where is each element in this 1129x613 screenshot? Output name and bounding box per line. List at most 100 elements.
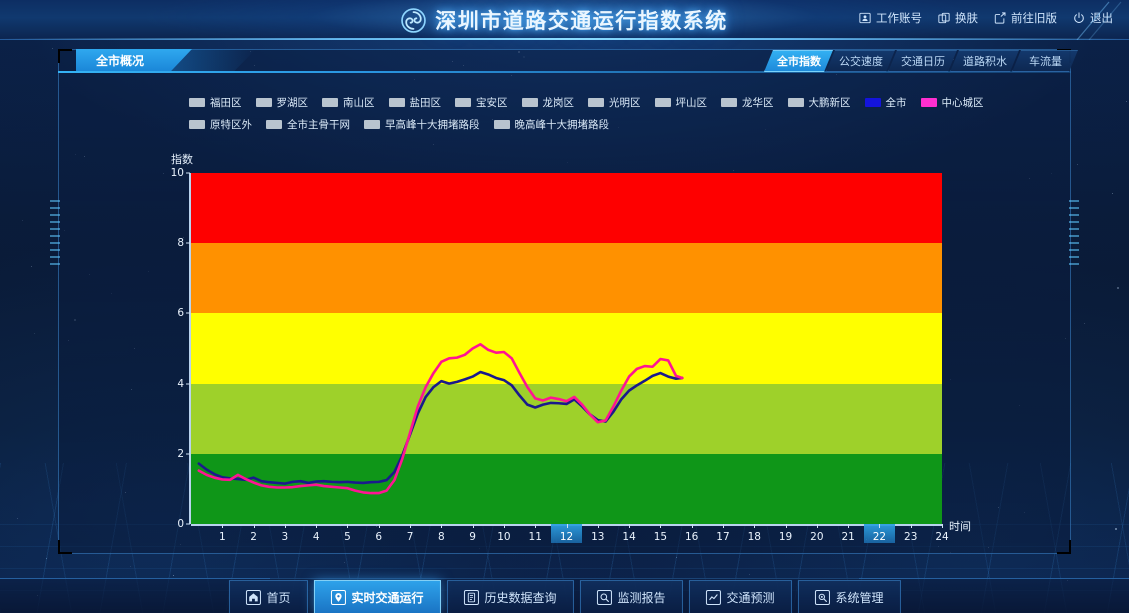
legend-item-2[interactable]: 罗湖区 — [255, 95, 309, 110]
app-header: 深圳市道路交通运行指数系统 工作账号 — [0, 0, 1129, 40]
nav-button-label: 首页 — [266, 590, 291, 605]
y-axis-tick-mark — [186, 312, 190, 314]
legend-item-4[interactable]: 盐田区 — [388, 95, 442, 110]
sidebar-tab-city-overview[interactable]: 全市概况 — [76, 49, 192, 71]
x-axis-tick-mark — [691, 524, 693, 528]
bottombar-right-frame — [859, 578, 1129, 613]
y-axis-tick-label: 8 — [177, 237, 184, 250]
legend-label: 坪山区 — [675, 97, 708, 109]
legend-item-8[interactable]: 坪山区 — [654, 95, 708, 110]
y-axis-tick-mark — [186, 453, 190, 455]
legend-item-6[interactable]: 龙岗区 — [521, 95, 575, 110]
header-action-label: 退出 — [1090, 11, 1113, 25]
x-axis-tick-mark — [410, 524, 412, 528]
y-axis-tick-label: 4 — [177, 377, 184, 390]
x-axis-tick-label: 1 — [218, 531, 226, 543]
chart-tabs: 全市指数 公交速度 交通日历 道路积水 车流量 — [764, 50, 1071, 72]
y-axis-tick-mark — [186, 242, 190, 244]
legend-item-11[interactable]: 全市 — [864, 95, 907, 110]
x-axis-tick-label: 10 — [497, 531, 511, 543]
chart-tab-label: 车流量 — [1029, 55, 1062, 68]
y-axis-tick-mark — [186, 172, 190, 174]
y-axis-tick-label: 10 — [170, 167, 184, 179]
legend-item-7[interactable]: 光明区 — [588, 95, 641, 110]
tab-underline — [58, 71, 1071, 73]
legend-swatch-icon — [493, 120, 510, 129]
legend-label: 龙华区 — [742, 97, 774, 109]
chart-tab-label: 交通日历 — [901, 55, 945, 68]
home-icon — [245, 589, 261, 605]
x-axis-highlight-column[interactable] — [550, 524, 583, 543]
legend-item-14[interactable]: 全市主骨干网 — [266, 117, 350, 132]
chart-tab-2[interactable]: 公交速度 — [826, 50, 895, 72]
nav-button-4[interactable]: 监测报告 — [579, 580, 683, 613]
x-axis-tick-label: 17 — [716, 531, 730, 543]
y-axis-tick-label: 0 — [177, 518, 184, 530]
legend-label: 盐田区 — [409, 97, 442, 109]
x-axis-title: 时间 — [949, 520, 971, 533]
x-axis-tick-mark — [566, 524, 568, 528]
congestion-band-1 — [191, 453, 942, 524]
location-pin-icon — [330, 589, 346, 605]
header-action-account[interactable]: 工作账号 — [859, 10, 922, 26]
legend-item-16[interactable]: 晚高峰十大拥堵路段 — [493, 117, 609, 132]
x-axis-tick-label: 5 — [344, 531, 351, 543]
legend-label: 光明区 — [609, 97, 641, 109]
legend-swatch-icon — [388, 98, 405, 107]
nav-button-2[interactable]: 实时交通运行 — [313, 580, 441, 613]
legend-item-12[interactable]: 中心城区 — [920, 95, 984, 110]
x-axis-tick-mark — [722, 524, 724, 528]
header-action-logout[interactable]: 退出 — [1073, 10, 1113, 26]
account-icon — [859, 12, 871, 24]
y-axis-title: 指数 — [171, 153, 193, 166]
nav-button-label: 实时交通运行 — [351, 590, 424, 605]
chart-tab-5[interactable]: 车流量 — [1012, 50, 1078, 72]
chart-tab-4[interactable]: 道路积水 — [950, 50, 1019, 72]
legend-item-3[interactable]: 南山区 — [322, 95, 375, 110]
x-axis-tick-mark — [597, 524, 599, 528]
legend-item-9[interactable]: 龙华区 — [721, 95, 774, 110]
legend-label: 宝安区 — [476, 97, 508, 109]
bottombar-left-frame — [0, 578, 270, 613]
x-axis-highlight-column[interactable] — [863, 524, 896, 543]
legend-swatch-icon — [721, 98, 737, 107]
y-axis-line — [189, 173, 191, 524]
nav-button-6[interactable]: 系统管理 — [797, 580, 901, 613]
x-axis-tick-label: 3 — [281, 531, 289, 543]
legend-label: 龙岗区 — [542, 97, 575, 109]
plot-area: 0 2 4 6 8 10 1 2 3 4 5 6 7 8 9 10 11 12 13 14 15 16 17 18 19 20 21… — [171, 167, 949, 543]
legend-item-15[interactable]: 早高峰十大拥堵路段 — [364, 117, 480, 132]
x-axis-tick-mark — [910, 524, 912, 528]
x-axis-tick-mark — [253, 524, 255, 528]
header-action-old-version[interactable]: 前往旧版 — [994, 10, 1057, 26]
x-axis-tick-label: 24 — [935, 531, 949, 543]
left-tab-label: 全市概况 — [96, 53, 145, 68]
nav-button-5[interactable]: 交通预测 — [688, 580, 792, 613]
legend-label: 南山区 — [343, 97, 375, 109]
x-axis-tick-mark — [503, 524, 505, 528]
y-axis-tick-mark — [186, 523, 190, 525]
legend-item-5[interactable]: 宝安区 — [455, 95, 508, 110]
legend-item-10[interactable]: 大鹏新区 — [787, 95, 851, 110]
legend-swatch-icon — [266, 120, 282, 129]
x-axis-tick-label: 6 — [375, 531, 383, 543]
legend-label: 罗湖区 — [276, 97, 309, 109]
legend-item-13[interactable]: 原特区外 — [189, 117, 252, 132]
legend-item-1[interactable]: 福田区 — [189, 95, 242, 110]
chart-tab-1[interactable]: 全市指数 — [764, 50, 833, 72]
header-action-skin[interactable]: 换肤 — [938, 10, 978, 26]
x-axis-tick-label: 8 — [437, 531, 445, 543]
document-icon — [463, 589, 479, 605]
panel-corner-bl — [58, 540, 72, 554]
nav-button-1[interactable]: 首页 — [228, 580, 308, 613]
external-link-icon — [994, 12, 1006, 24]
nav-button-3[interactable]: 历史数据查询 — [446, 580, 574, 613]
power-icon — [1073, 12, 1085, 24]
index-chart: 指数 时间 0 2 4 6 8 10 1 2 3 4 5 6 7 8 9 10 11 12 13 14 15 16 17 18… — [59, 50, 1072, 555]
chart-tab-3[interactable]: 交通日历 — [888, 50, 957, 72]
x-axis-tick-mark — [942, 524, 943, 528]
title-wrap: 深圳市道路交通运行指数系统 — [0, 3, 1129, 37]
chart-tab-label: 全市指数 — [777, 55, 821, 68]
main-panel: 福田区 罗湖区 南山区 盐田区 宝安区 龙岗区 光明区 坪山区 龙华区 大鹏新区 全市 中心城区原特区… — [50, 49, 1079, 555]
legend-label: 中心城区 — [941, 97, 984, 109]
